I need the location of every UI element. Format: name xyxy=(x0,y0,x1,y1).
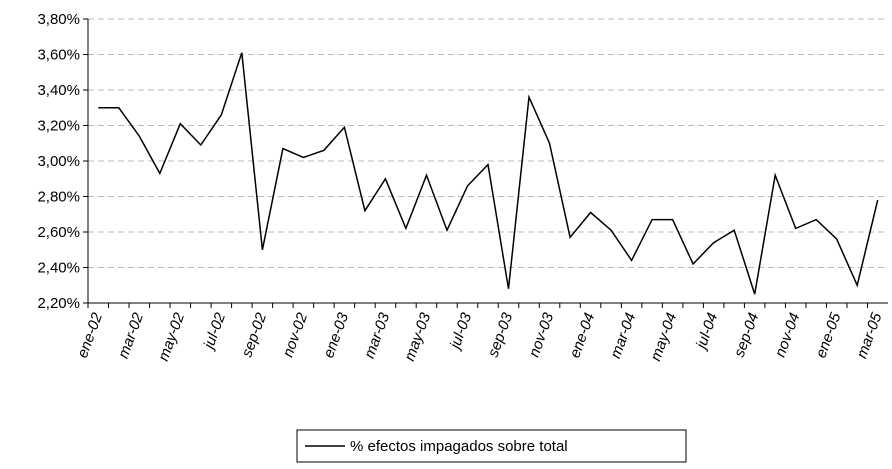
x-tick-label: jul-02 xyxy=(200,310,229,353)
x-tick-label: nov-04 xyxy=(772,311,804,360)
y-tick-label: 3,40% xyxy=(37,82,80,99)
x-tick-label: ene-03 xyxy=(320,310,352,360)
x-tick-label: nov-02 xyxy=(279,310,311,360)
x-tick-label: sep-02 xyxy=(238,310,270,360)
y-tick-label: 2,20% xyxy=(37,295,80,312)
x-tick-label: jul-04 xyxy=(692,311,721,353)
x-tick-label: mar-04 xyxy=(607,311,639,361)
y-tick-label: 3,80% xyxy=(37,11,80,28)
x-tick-label: may-03 xyxy=(401,310,434,363)
y-tick-label: 2,60% xyxy=(37,224,80,241)
x-tick-label: nov-03 xyxy=(526,310,558,360)
x-tick-label: ene-02 xyxy=(74,310,106,360)
y-tick-label: 3,00% xyxy=(37,153,80,170)
legend-box xyxy=(296,429,687,463)
x-tick-label: mar-03 xyxy=(361,310,393,361)
y-tick-label: 3,60% xyxy=(37,47,80,64)
x-tick-label: mar-02 xyxy=(115,310,147,361)
x-tick-label: may-02 xyxy=(155,310,188,363)
x-tick-label: sep-03 xyxy=(485,310,517,360)
y-tick-label: 2,80% xyxy=(37,189,80,206)
y-tick-label: 3,20% xyxy=(37,118,80,135)
x-tick-label: may-04 xyxy=(647,311,680,364)
y-tick-label: 2,40% xyxy=(37,260,80,277)
data-line xyxy=(98,52,879,295)
x-tick-label: jul-03 xyxy=(446,310,475,353)
x-tick-label: ene-05 xyxy=(813,310,845,360)
x-tick-label: ene-04 xyxy=(566,311,598,361)
legend-label: % efectos impagados sobre total xyxy=(350,438,568,455)
x-tick-label: mar-05 xyxy=(853,310,885,361)
x-tick-label: sep-04 xyxy=(731,311,763,360)
